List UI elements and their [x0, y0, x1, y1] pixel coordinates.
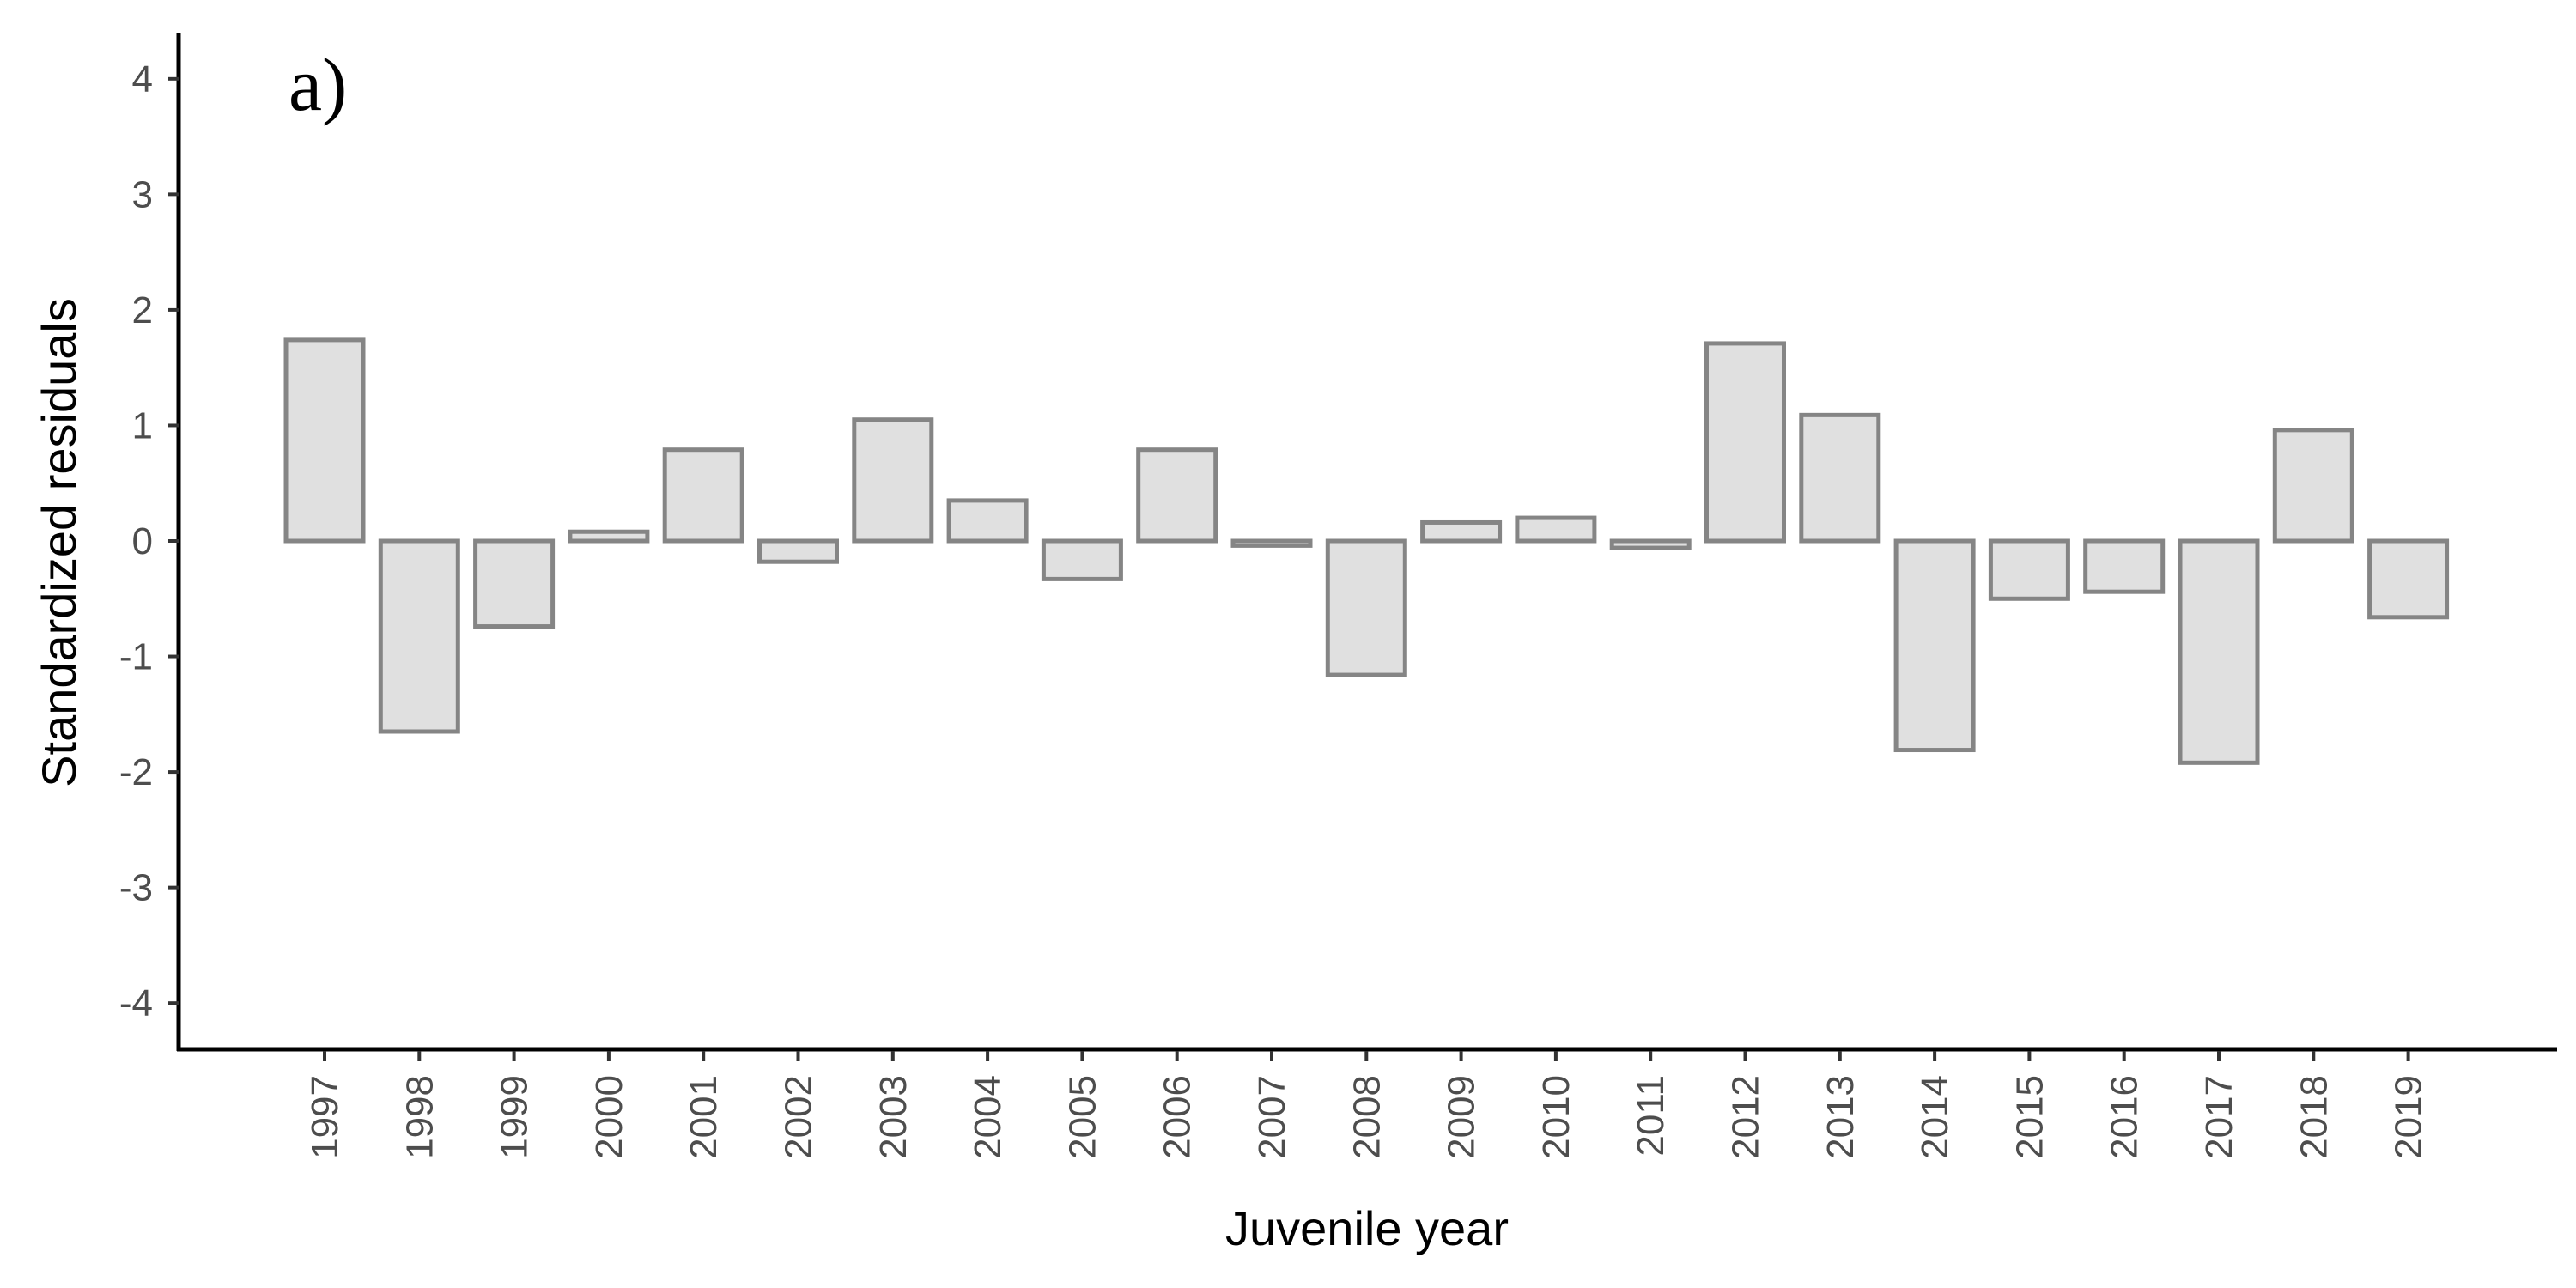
- y-tick-label: 0: [132, 520, 153, 562]
- bars-group: [283, 337, 2450, 765]
- bar-2018: [2272, 428, 2354, 544]
- x-tick-label: 2013: [1820, 1075, 1862, 1159]
- bar-2005: [1041, 538, 1123, 581]
- x-ticks-group: 1997 1998 1999 2000 2001 2002 2003 2004 2005 2006…: [304, 1051, 2430, 1159]
- bar-1998: [378, 538, 460, 734]
- panel-label: a): [289, 44, 347, 127]
- bar-2008: [1325, 538, 1407, 677]
- y-axis-title: Standardized residuals: [32, 298, 86, 787]
- y-tick-label: 3: [132, 173, 153, 216]
- x-axis-title: Juvenile year: [1225, 1201, 1509, 1255]
- x-tick-label: 2011: [1630, 1075, 1672, 1157]
- x-tick-label: 2001: [683, 1075, 725, 1159]
- bar-2000: [568, 529, 650, 544]
- bar-2002: [757, 538, 839, 564]
- bar-2007: [1230, 538, 1313, 548]
- x-tick-label: 1999: [494, 1075, 536, 1159]
- bar-2010: [1515, 515, 1597, 544]
- x-tick-label: 2007: [1251, 1075, 1293, 1159]
- x-tick-label: 1998: [398, 1075, 440, 1159]
- x-tick-label: 2014: [1914, 1075, 1956, 1159]
- x-tick-label: 2010: [1535, 1075, 1577, 1159]
- bar-2003: [852, 417, 934, 544]
- bar-2019: [2367, 538, 2450, 620]
- x-tick-label: 2000: [588, 1075, 630, 1159]
- bar-2016: [2083, 538, 2166, 594]
- x-tick-label: 2003: [872, 1075, 914, 1159]
- x-tick-label: 2006: [1157, 1075, 1199, 1159]
- x-tick-label: 2004: [967, 1075, 1009, 1159]
- bar-2001: [662, 447, 744, 544]
- y-ticks-group: -4 -3 -2 -1 0 1 2 3 4: [119, 58, 179, 1024]
- bar-1999: [473, 538, 556, 629]
- y-tick-label: 2: [132, 289, 153, 331]
- y-tick-label: -2: [119, 751, 153, 793]
- bar-2017: [2178, 538, 2260, 765]
- bar-2009: [1420, 519, 1503, 544]
- y-tick-label: -3: [119, 867, 153, 909]
- bar-2014: [1893, 538, 1976, 753]
- y-tick-label: 1: [132, 404, 153, 447]
- y-tick-label: 4: [132, 58, 153, 100]
- x-tick-label: 2005: [1061, 1075, 1103, 1159]
- x-tick-label: 2012: [1725, 1075, 1767, 1159]
- x-tick-label: 2002: [778, 1075, 820, 1159]
- bar-2012: [1704, 341, 1786, 544]
- x-tick-label: 2019: [2388, 1075, 2430, 1159]
- x-tick-label: 2015: [2008, 1075, 2050, 1159]
- bar-2015: [1988, 538, 2070, 601]
- bar-2006: [1136, 447, 1218, 544]
- x-tick-label: 2016: [2104, 1075, 2146, 1159]
- y-tick-label: -4: [119, 982, 153, 1024]
- x-tick-label: 2008: [1346, 1075, 1388, 1159]
- bar-2004: [946, 498, 1029, 544]
- x-tick-label: 2009: [1441, 1075, 1483, 1159]
- bar-1997: [283, 337, 366, 544]
- bar-2011: [1609, 538, 1692, 550]
- bar-2013: [1799, 412, 1881, 544]
- y-tick-label: -1: [119, 636, 153, 678]
- x-tick-label: 2017: [2198, 1075, 2240, 1159]
- x-tick-label: 1997: [304, 1075, 346, 1159]
- x-tick-label: 2018: [2293, 1075, 2335, 1159]
